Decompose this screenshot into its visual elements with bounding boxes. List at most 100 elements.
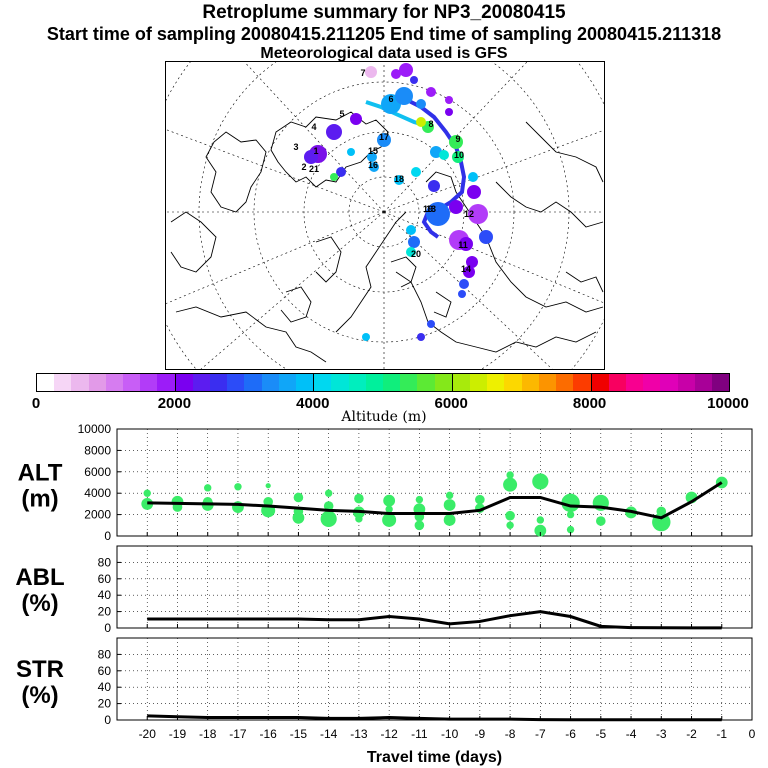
cluster-marker xyxy=(479,230,493,244)
colorbar-swatch xyxy=(434,374,453,391)
cluster-point xyxy=(355,515,363,523)
cluster-point xyxy=(234,483,242,491)
y-tick-label: 0 xyxy=(104,529,111,543)
panel-label: ABL xyxy=(15,564,64,591)
colorbar-tick-label: 4000 xyxy=(296,395,330,412)
trajectory-label: 6 xyxy=(388,94,393,104)
colorbar-swatch xyxy=(157,374,176,391)
cluster-marker xyxy=(362,333,370,341)
trajectory-label: 14 xyxy=(461,264,471,274)
y-tick-label: 8000 xyxy=(84,443,111,457)
colorbar-swatch xyxy=(660,374,678,391)
trajectory-label: 12 xyxy=(464,209,474,219)
x-tick-label: -3 xyxy=(656,727,667,741)
cluster-marker xyxy=(406,225,416,235)
y-tick-label: 20 xyxy=(98,697,112,711)
cluster-marker xyxy=(369,162,379,172)
cluster-marker xyxy=(466,256,478,268)
colorbar-swatch xyxy=(400,374,418,391)
colorbar-swatch xyxy=(365,374,384,391)
colorbar-swatch xyxy=(261,374,279,391)
colorbar-swatch xyxy=(278,374,297,391)
trajectory-label: 21 xyxy=(309,164,319,174)
trajectory-label: 13 xyxy=(426,204,436,214)
x-tick-label: -2 xyxy=(686,727,697,741)
cluster-point xyxy=(532,473,549,490)
colorbar-swatch xyxy=(192,374,211,391)
x-tick-label: -5 xyxy=(595,727,606,741)
colorbar-swatch xyxy=(175,374,193,391)
colorbar-swatch xyxy=(210,374,228,391)
cluster-point xyxy=(263,496,273,507)
cluster-marker xyxy=(399,63,413,77)
met-data-line: Meteorological data used is GFS xyxy=(260,45,508,62)
series-line xyxy=(147,714,722,722)
colorbar-swatch xyxy=(123,374,141,391)
colorbar-tick-label: 8000 xyxy=(572,395,607,412)
cluster-point xyxy=(506,521,514,529)
x-tick-label: -20 xyxy=(139,727,157,741)
x-tick-label: -1 xyxy=(716,727,727,741)
y-tick-label: 6000 xyxy=(84,465,111,479)
trajectory-label: 20 xyxy=(411,249,421,259)
cluster-point xyxy=(443,514,456,526)
polar-map: 1 2 3 4 5 6 7 8 9 10 11 12 13 14 15 16 17 18 19 20 21 xyxy=(165,61,605,370)
cluster-marker xyxy=(468,204,488,224)
y-tick-label: 80 xyxy=(98,555,112,569)
cluster-marker xyxy=(417,333,425,341)
cluster-marker xyxy=(377,133,391,147)
cluster-point xyxy=(536,516,545,524)
cluster-marker xyxy=(336,167,346,177)
colorbar-swatch xyxy=(556,374,574,391)
cluster-point xyxy=(354,493,364,504)
colorbar-swatch xyxy=(71,374,89,391)
cluster-point xyxy=(265,483,271,489)
colorbar-swatch xyxy=(521,374,539,391)
x-tick-label: -15 xyxy=(290,727,308,741)
cluster-marker xyxy=(459,237,473,251)
colorbar-swatch xyxy=(711,374,730,391)
cluster-marker xyxy=(449,135,463,149)
cluster-point xyxy=(324,489,333,497)
colorbar-swatch xyxy=(504,374,522,391)
cluster-point xyxy=(293,492,304,503)
cluster-point xyxy=(656,506,667,517)
cluster-marker xyxy=(365,66,377,78)
cluster-point xyxy=(506,471,514,479)
y-tick-label: 0 xyxy=(104,713,111,727)
trajectory-label: 1 xyxy=(313,146,318,156)
cluster-marker xyxy=(408,236,420,248)
cluster-marker xyxy=(347,148,355,156)
x-tick-label: -7 xyxy=(535,727,546,741)
colorbar-swatch xyxy=(608,374,626,391)
panel-label: STR xyxy=(16,656,64,683)
cluster-marker xyxy=(452,151,464,163)
colorbar-swatch xyxy=(452,374,471,391)
colorbar-swatch xyxy=(88,374,106,391)
x-axis-title: Travel time (days) xyxy=(367,749,502,766)
cluster-marker xyxy=(445,108,453,116)
colorbar-swatch xyxy=(140,374,158,391)
y-tick-label: 60 xyxy=(98,572,112,586)
colorbar-swatch xyxy=(227,374,245,391)
cluster-marker xyxy=(439,150,449,160)
x-tick-label: -12 xyxy=(380,727,398,741)
panel-abl: 80 60 40 20 0 ABL(%) xyxy=(15,545,753,635)
median-altitude-line xyxy=(147,481,723,520)
trajectory-label: 17 xyxy=(379,132,389,142)
x-tick-label: 0 xyxy=(749,727,756,741)
cluster-marker xyxy=(426,87,436,97)
cluster-point xyxy=(505,510,515,521)
x-tick-label: -19 xyxy=(169,727,187,741)
colorbar-swatch xyxy=(348,374,366,391)
cluster-marker xyxy=(395,87,413,105)
panel-label: ALT xyxy=(18,460,63,487)
cluster-marker xyxy=(410,76,418,84)
x-tick-label: -18 xyxy=(199,727,217,741)
cluster-marker xyxy=(304,150,318,164)
cluster-point xyxy=(383,494,396,507)
panel-unit: (m) xyxy=(21,486,58,513)
x-tick-label: -10 xyxy=(441,727,459,741)
colorbar-swatch xyxy=(417,374,435,391)
